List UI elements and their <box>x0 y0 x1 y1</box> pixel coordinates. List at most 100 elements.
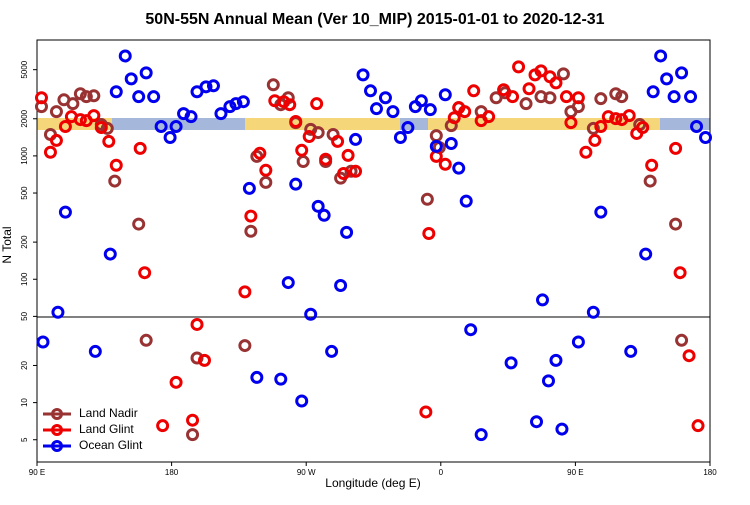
land-strip <box>245 118 400 130</box>
legend-marker <box>51 424 63 436</box>
legend-label: Land Glint <box>79 422 134 436</box>
point <box>58 205 72 219</box>
point <box>369 102 383 116</box>
plot-frame <box>36 39 711 463</box>
point <box>274 372 288 386</box>
y-tick-label: 20 <box>20 360 29 369</box>
point <box>94 120 108 134</box>
point <box>675 66 689 80</box>
point <box>356 68 370 82</box>
x-tick-label: 0 <box>439 468 444 477</box>
point <box>622 109 636 123</box>
chart-title: 50N-55N Annual Mean (Ver 10_MIP) 2015-01… <box>145 11 604 28</box>
point <box>393 130 407 144</box>
y-tick-label: 200 <box>20 235 29 249</box>
point <box>229 97 243 111</box>
point <box>244 209 258 223</box>
point <box>571 335 585 349</box>
point <box>344 164 358 178</box>
point <box>289 177 303 191</box>
point <box>190 351 204 365</box>
point <box>438 88 452 102</box>
point <box>534 64 548 78</box>
point <box>349 132 363 146</box>
point <box>109 158 123 172</box>
point <box>34 91 48 105</box>
point <box>675 333 689 347</box>
point <box>132 90 146 104</box>
point <box>244 224 258 238</box>
point <box>331 134 345 148</box>
point <box>535 293 549 307</box>
point <box>444 137 458 151</box>
point <box>304 307 318 321</box>
point <box>214 107 228 121</box>
y-tick-label: 5000 <box>20 60 29 78</box>
point <box>422 226 436 240</box>
point <box>295 394 309 408</box>
point <box>156 419 170 433</box>
point <box>132 217 146 231</box>
point <box>419 405 433 419</box>
point <box>87 89 101 103</box>
y-tick-label: 100 <box>20 272 29 286</box>
point <box>615 90 629 104</box>
point <box>186 413 200 427</box>
y-tick-label: 2000 <box>20 109 29 127</box>
point <box>420 192 434 206</box>
point <box>684 90 698 104</box>
point <box>49 133 63 147</box>
point <box>100 121 114 135</box>
land-ocean-strip <box>37 118 710 130</box>
point <box>184 110 198 124</box>
point <box>579 145 593 159</box>
x-tick-label: 180 <box>165 468 179 477</box>
point <box>669 217 683 231</box>
point <box>58 120 72 134</box>
point <box>163 130 177 144</box>
point <box>79 90 93 104</box>
point <box>250 370 264 384</box>
point <box>467 84 481 98</box>
point <box>571 91 585 105</box>
x-tick-label: 180 <box>703 468 717 477</box>
point <box>458 105 472 119</box>
point <box>139 66 153 80</box>
point <box>555 422 569 436</box>
point <box>459 194 473 208</box>
point <box>147 90 161 104</box>
x-tick-label: 90 W <box>297 468 316 477</box>
point <box>124 72 138 86</box>
point <box>349 164 363 178</box>
point <box>556 67 570 81</box>
point <box>564 116 578 130</box>
point <box>238 285 252 299</box>
point <box>266 78 280 92</box>
point <box>601 110 615 124</box>
point <box>236 95 250 109</box>
point <box>559 90 573 104</box>
point <box>169 375 183 389</box>
x-tick-label: 90 E <box>29 468 45 477</box>
point <box>512 60 526 74</box>
point <box>87 109 101 123</box>
point <box>691 419 705 433</box>
point <box>682 349 696 363</box>
point <box>102 134 116 148</box>
point <box>138 266 152 280</box>
point <box>337 166 351 180</box>
point <box>169 120 183 134</box>
point <box>639 247 653 261</box>
point <box>325 344 339 358</box>
point <box>259 163 273 177</box>
point <box>88 344 102 358</box>
y-tick-label: 50 <box>20 311 29 320</box>
point <box>519 97 533 111</box>
point <box>549 76 563 90</box>
point <box>667 90 681 104</box>
point <box>588 133 602 147</box>
point <box>414 94 428 108</box>
point <box>206 79 220 93</box>
